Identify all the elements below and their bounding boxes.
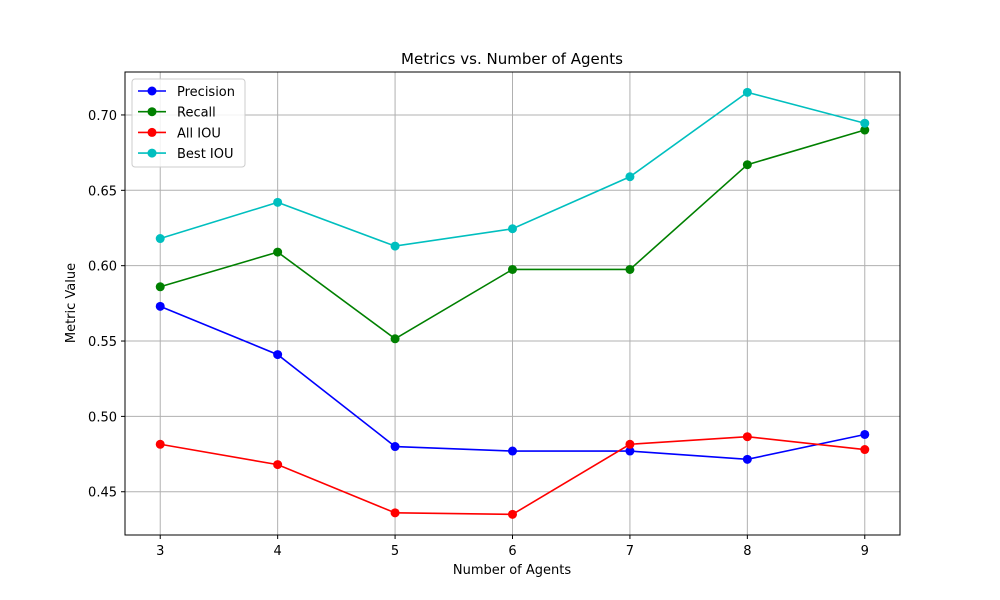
data-point-recall	[273, 247, 283, 257]
data-point-precision	[625, 446, 635, 456]
data-point-all-iou	[155, 439, 165, 449]
data-point-precision	[155, 301, 165, 311]
y-tick-label: 0.70	[88, 109, 117, 124]
y-tick-label: 0.45	[88, 486, 117, 501]
series-lines	[155, 87, 870, 519]
data-point-precision	[273, 350, 283, 360]
legend-item: Best IOU	[138, 147, 234, 162]
chart-title: Metrics vs. Number of Agents	[401, 50, 623, 68]
x-tick-label: 3	[156, 544, 164, 559]
x-axis-ticks: 3 4 5 6 7 8 9	[156, 535, 869, 559]
legend-swatch-marker	[147, 107, 157, 117]
data-point-all-iou	[390, 508, 400, 518]
data-point-all-iou	[625, 439, 635, 449]
data-point-best-iou	[742, 87, 752, 97]
data-point-recall	[390, 334, 400, 344]
data-point-best-iou	[390, 241, 400, 251]
x-tick-label: 8	[743, 544, 751, 559]
data-point-best-iou	[273, 197, 283, 207]
data-point-best-iou	[625, 172, 635, 182]
series-all-iou	[155, 432, 870, 519]
series-precision	[155, 301, 870, 464]
data-point-recall	[860, 125, 870, 135]
legend-item: All IOU	[138, 126, 221, 141]
series-recall	[155, 125, 870, 344]
data-point-all-iou	[273, 460, 283, 470]
data-point-precision	[742, 454, 752, 464]
x-tick-label: 4	[274, 544, 282, 559]
y-tick-label: 0.50	[88, 410, 117, 425]
legend-swatch-marker	[147, 148, 157, 158]
series-best-iou	[155, 87, 870, 251]
legend: Precision Recall All IOU Best IOU	[131, 78, 246, 168]
y-tick-label: 0.65	[88, 184, 117, 199]
x-tick-label: 7	[626, 544, 634, 559]
y-axis-label: Metric Value	[64, 263, 79, 343]
data-point-precision	[390, 442, 400, 452]
data-point-precision	[508, 446, 517, 456]
y-axis-ticks: 0.45 0.50 0.55 0.60 0.65 0.70	[88, 109, 125, 501]
legend-swatch-marker	[147, 127, 157, 137]
x-axis-label: Number of Agents	[453, 563, 571, 578]
x-tick-label: 5	[391, 544, 399, 559]
y-tick-label: 0.55	[88, 335, 117, 350]
data-point-all-iou	[860, 445, 870, 455]
x-tick-label: 9	[861, 544, 869, 559]
data-point-recall	[742, 160, 752, 170]
data-point-recall	[155, 282, 165, 292]
legend-box	[131, 78, 246, 168]
legend-label: Best IOU	[177, 147, 234, 162]
legend-label: Precision	[177, 85, 235, 100]
legend-label: All IOU	[177, 126, 221, 141]
y-tick-label: 0.60	[88, 260, 117, 275]
data-point-recall	[508, 264, 517, 274]
data-point-all-iou	[742, 432, 752, 442]
x-tick-label: 6	[508, 544, 516, 559]
legend-item: Precision	[138, 85, 235, 100]
data-point-recall	[625, 264, 635, 274]
grid	[125, 72, 900, 535]
data-point-best-iou	[860, 118, 870, 128]
legend-swatch-marker	[147, 86, 157, 96]
data-point-best-iou	[508, 224, 517, 234]
legend-item: Recall	[138, 106, 216, 121]
data-point-best-iou	[155, 234, 165, 244]
data-point-precision	[860, 429, 870, 439]
legend-label: Recall	[177, 106, 216, 121]
data-point-all-iou	[508, 509, 517, 519]
